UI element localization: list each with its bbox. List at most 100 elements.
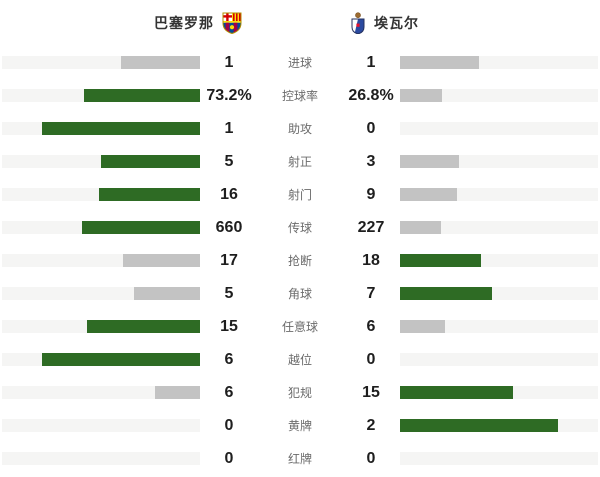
away-value: 0 — [366, 449, 376, 467]
home-team-name: 巴塞罗那 — [154, 15, 214, 31]
away-stat-bar — [400, 452, 598, 465]
stat-row: 0 红牌 0 — [2, 442, 598, 475]
away-bar-fill — [400, 287, 493, 300]
home-value: 6 — [224, 350, 234, 368]
home-bar-fill — [84, 89, 200, 102]
away-value: 18 — [362, 251, 380, 269]
stat-row: 1 助攻 0 — [2, 112, 598, 145]
stat-row: 1 进球 1 — [2, 46, 598, 79]
away-stat-bar — [400, 56, 598, 69]
home-stat-bar — [2, 320, 200, 333]
away-value: 1 — [366, 53, 376, 71]
home-value: 73.2% — [206, 86, 252, 104]
home-bar-fill — [154, 386, 200, 399]
away-value: 0 — [366, 350, 376, 368]
away-bar-fill — [400, 221, 441, 234]
away-stat-bar — [400, 188, 598, 201]
away-bar-fill — [400, 188, 458, 201]
home-value: 660 — [215, 218, 243, 236]
stat-label: 黄牌 — [287, 419, 312, 433]
away-value: 6 — [366, 317, 376, 335]
stat-label: 控球率 — [281, 89, 318, 103]
home-bar-fill — [120, 56, 200, 69]
away-team-name: 埃瓦尔 — [374, 15, 419, 31]
away-stat-bar — [400, 89, 598, 102]
home-value: 6 — [224, 383, 234, 401]
away-bar-fill — [400, 155, 460, 168]
away-stat-bar — [400, 386, 598, 399]
home-stat-bar — [2, 287, 200, 300]
away-stat-bar — [400, 353, 598, 366]
home-bar-fill — [82, 221, 200, 234]
away-bar-fill — [400, 89, 443, 102]
home-stat-bar — [2, 386, 200, 399]
away-value: 9 — [366, 185, 376, 203]
home-value: 0 — [224, 449, 234, 467]
home-value: 0 — [224, 416, 234, 434]
home-stat-bar — [2, 353, 200, 366]
home-stat-bar — [2, 155, 200, 168]
stat-label: 进球 — [287, 56, 312, 70]
home-stat-bar — [2, 452, 200, 465]
stat-row: 660 传球 227 — [2, 211, 598, 244]
stats-rows: 1 进球 1 73.2% 控球率 26.8% 1 助攻 0 — [0, 46, 600, 475]
home-stat-bar — [2, 254, 200, 267]
header: 巴塞罗那 — [0, 0, 600, 46]
home-bar-fill — [41, 122, 200, 135]
home-stat-bar — [2, 188, 200, 201]
stat-row: 16 射门 9 — [2, 178, 598, 211]
away-bar-fill — [400, 386, 514, 399]
home-value: 1 — [224, 53, 234, 71]
stat-label: 红牌 — [287, 452, 312, 466]
home-bar-fill — [98, 188, 200, 201]
stat-row: 6 越位 0 — [2, 343, 598, 376]
away-value: 2 — [366, 416, 376, 434]
home-stat-bar — [2, 221, 200, 234]
home-value: 5 — [224, 152, 234, 170]
home-value: 17 — [220, 251, 238, 269]
home-stat-bar — [2, 56, 200, 69]
away-bar-fill — [400, 320, 446, 333]
away-stat-bar — [400, 287, 598, 300]
away-value: 26.8% — [348, 86, 394, 104]
away-value: 227 — [357, 218, 385, 236]
home-value: 1 — [224, 119, 234, 137]
away-stat-bar — [400, 320, 598, 333]
stat-row: 6 犯规 15 — [2, 376, 598, 409]
stat-label: 射正 — [287, 155, 312, 169]
away-stat-bar — [400, 419, 598, 432]
home-team-header[interactable]: 巴塞罗那 — [0, 12, 300, 35]
stat-label: 犯规 — [287, 386, 312, 400]
stat-label: 角球 — [287, 287, 312, 301]
stat-row: 5 角球 7 — [2, 277, 598, 310]
stat-label: 越位 — [287, 353, 312, 367]
home-bar-fill — [123, 254, 200, 267]
home-value: 16 — [220, 185, 238, 203]
stat-label: 射门 — [287, 188, 312, 202]
home-stat-bar — [2, 89, 200, 102]
stat-label: 抢断 — [287, 254, 312, 268]
away-bar-fill — [400, 254, 482, 267]
stat-row: 0 黄牌 2 — [2, 409, 598, 442]
away-stat-bar — [400, 221, 598, 234]
away-value: 3 — [366, 152, 376, 170]
stat-label: 任意球 — [281, 320, 318, 334]
stat-row: 73.2% 控球率 26.8% — [2, 79, 598, 112]
home-bar-fill — [86, 320, 200, 333]
away-stat-bar — [400, 254, 598, 267]
eibar-crest-icon — [350, 12, 366, 35]
away-value: 0 — [366, 119, 376, 137]
away-value: 15 — [362, 383, 380, 401]
stat-row: 17 抢断 18 — [2, 244, 598, 277]
stat-label: 传球 — [287, 221, 312, 235]
home-bar-fill — [41, 353, 200, 366]
away-value: 7 — [366, 284, 376, 302]
home-value: 15 — [220, 317, 238, 335]
away-stat-bar — [400, 155, 598, 168]
away-team-header[interactable]: 埃瓦尔 — [300, 12, 600, 35]
home-stat-bar — [2, 122, 200, 135]
away-bar-fill — [400, 419, 559, 432]
home-bar-fill — [134, 287, 200, 300]
stat-row: 5 射正 3 — [2, 145, 598, 178]
